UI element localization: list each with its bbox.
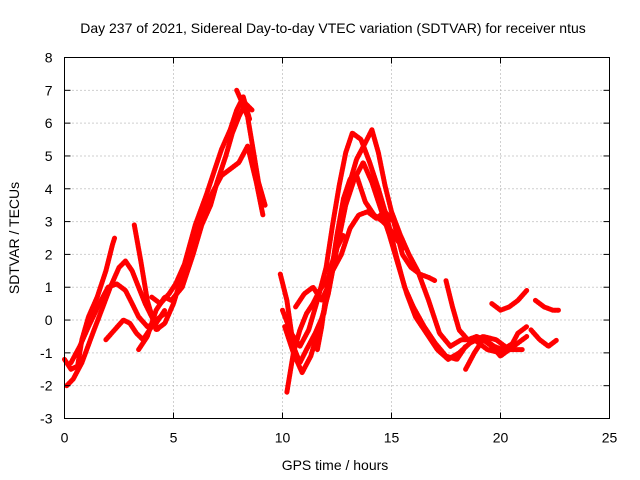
y-tick-label: 0 [45,312,53,328]
series-track-7 [149,94,253,307]
plot-frame [64,57,610,419]
series-track-8 [234,87,268,208]
series-track-6 [136,100,255,353]
x-tick-label: 20 [493,430,509,446]
x-tick-label: 15 [384,430,400,446]
chart-title: Day 237 of 2021, Sidereal Day-to-day VTE… [80,20,586,36]
series-track-1 [62,235,118,372]
y-tick-label: 5 [45,148,53,164]
series-track-17 [489,288,530,313]
y-tick-label: 3 [45,214,53,230]
y-tick-label: 8 [45,50,53,66]
y-tick-label: 2 [45,246,53,262]
x-tick-label: 5 [170,430,178,446]
series-track-13 [284,209,438,395]
x-tick-label: 10 [275,430,291,446]
y-axis-label: SDTVAR / TECUs [6,182,22,294]
x-tick-labels: 0 5 10 15 20 25 [61,430,618,446]
y-tick-label: 7 [45,82,53,98]
x-tick-label: 0 [61,430,69,446]
series-track-18 [532,297,562,313]
series-track-2 [64,258,161,389]
x-axis-label: GPS time / hours [282,457,389,473]
axis-ticks [64,57,610,419]
series-track-15 [443,278,517,353]
series-track-5 [131,143,266,333]
data-series [62,87,562,395]
series-track-19 [528,327,560,349]
y-tick-label: -1 [40,345,53,361]
series-track-14 [314,232,346,353]
series-track-16 [463,324,530,372]
x-tick-label: 25 [602,430,618,446]
y-tick-label: -3 [40,411,53,427]
y-tick-label: 6 [45,115,53,131]
y-tick-label: 4 [45,181,53,197]
y-tick-label: -2 [40,378,53,394]
y-tick-labels: -3 -2 -1 0 1 2 3 4 5 6 7 8 [40,50,53,427]
y-tick-label: 1 [45,279,53,295]
